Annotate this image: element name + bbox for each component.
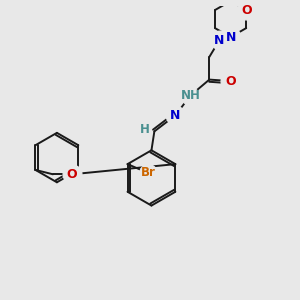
Text: O: O: [241, 4, 251, 16]
Text: N: N: [225, 31, 236, 44]
Text: O: O: [225, 74, 236, 88]
Text: NH: NH: [181, 89, 200, 102]
Text: Br: Br: [140, 166, 155, 179]
Text: N: N: [170, 109, 181, 122]
Text: H: H: [140, 123, 150, 136]
Text: N: N: [214, 34, 225, 46]
Text: O: O: [67, 168, 77, 181]
